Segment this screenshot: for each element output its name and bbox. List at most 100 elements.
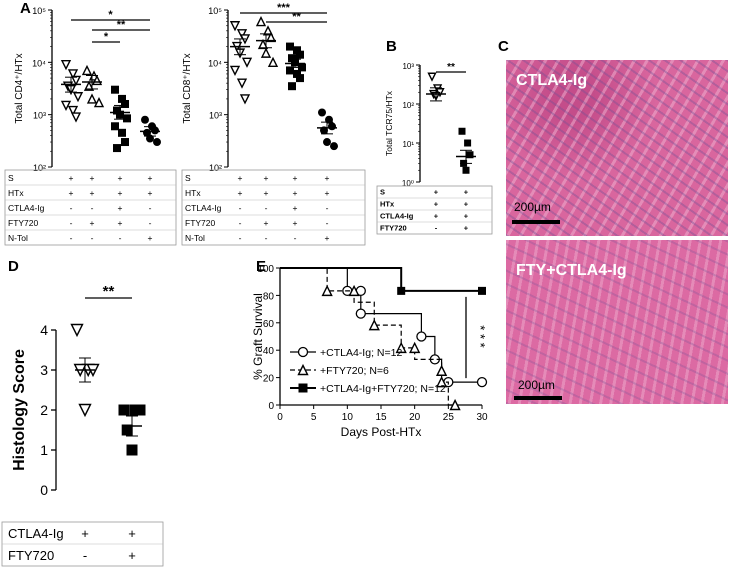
d-table-cell: - xyxy=(83,548,87,563)
d-point xyxy=(134,404,146,416)
a-left-point xyxy=(118,128,126,137)
a-left-condition-table xyxy=(4,169,177,246)
a-right-point xyxy=(330,142,338,151)
d-ytick-label: 1 xyxy=(40,442,48,458)
b-sig-label: ** xyxy=(447,62,455,73)
a-left-table-row-label: N-Tol xyxy=(8,233,28,243)
b-y-label: Total TCR75/HTx xyxy=(384,90,394,156)
e-xtick-label: 5 xyxy=(311,412,317,423)
e-series-point-1 xyxy=(435,364,448,376)
a-right-ytick-label: 10³ xyxy=(209,111,222,121)
a-right-point xyxy=(241,57,253,68)
a-right-point xyxy=(328,122,336,131)
a-left-point xyxy=(113,106,121,115)
a-left-table-cell: + xyxy=(118,188,123,198)
e-series-point-2 xyxy=(397,286,406,295)
e-legend-marker-0 xyxy=(297,346,309,358)
panel-label-b: B xyxy=(386,38,397,55)
a-right-point xyxy=(296,74,304,83)
e-legend-label-1: +FTY720; N=6 xyxy=(320,365,389,377)
e-ytick-label: 100 xyxy=(257,264,274,275)
b-table-row-label: S xyxy=(380,188,385,197)
b-ytick-label: 10¹ xyxy=(402,140,414,149)
a-left-table-cell: - xyxy=(149,218,152,228)
a-left-table-cell: - xyxy=(70,218,73,228)
a-left-sig-label: * xyxy=(104,31,109,43)
a-right-ytick-label: 10⁴ xyxy=(208,58,222,68)
a-right-table-cell: + xyxy=(264,173,269,183)
a-left-ytick-label: 10⁵ xyxy=(32,6,46,16)
a-right-point xyxy=(236,78,248,89)
a-left-point xyxy=(118,94,126,103)
histology-label-fty-ctla4ig: FTY+CTLA4-Ig xyxy=(516,262,627,279)
e-ytick-label: 40 xyxy=(263,346,275,357)
panel-label-e: E xyxy=(256,258,267,275)
a-left-point xyxy=(60,60,72,71)
a-right-point xyxy=(286,42,294,51)
a-left-table-cell: - xyxy=(91,233,94,243)
a-right-table-cell: + xyxy=(238,173,243,183)
b-point xyxy=(458,127,466,135)
e-xtick-label: 0 xyxy=(277,412,283,423)
a-left-table-cell: - xyxy=(70,233,73,243)
b-table-cell: + xyxy=(434,200,439,209)
a-left-point xyxy=(141,115,149,124)
a-left-table-cell: + xyxy=(148,233,153,243)
a-left-point xyxy=(67,69,79,80)
a-left-table-cell: + xyxy=(69,188,74,198)
d-point xyxy=(70,323,84,338)
a-left-point xyxy=(81,64,93,76)
a-right-point xyxy=(286,66,294,75)
b-table-cell: + xyxy=(464,188,469,197)
d-ytick-label: 4 xyxy=(40,322,48,338)
d-table-cell: + xyxy=(81,526,89,541)
e-x-label: Days Post-HTx xyxy=(341,425,422,439)
b-ytick-label: 10² xyxy=(402,101,414,110)
e-legend-marker-2 xyxy=(298,383,308,393)
e-xtick-label: 15 xyxy=(375,412,387,423)
d-point xyxy=(118,404,130,416)
e-series-point-0 xyxy=(416,331,427,342)
e-sig-label: * * * xyxy=(473,325,488,347)
e-series-point-0 xyxy=(476,376,488,388)
a-left-table-row-label: CTLA4-Ig xyxy=(8,203,45,213)
scale-label-1: 200µm xyxy=(514,200,551,214)
a-right-ytick-label: 10² xyxy=(209,163,222,173)
a-right-point xyxy=(267,56,279,68)
a-right-table-cell: - xyxy=(326,218,329,228)
a-left-sig-label: ** xyxy=(117,19,126,31)
histology-label-ctla4ig: CTLA4-Ig xyxy=(516,72,588,89)
a-left-table-cell: + xyxy=(118,218,123,228)
histology-image-ctla4ig: CTLA4-Ig 200µm xyxy=(506,60,728,236)
a-left-table-cell: - xyxy=(70,203,73,213)
a-left-sig-label: * xyxy=(108,9,113,21)
b-ytick-label: 10³ xyxy=(402,62,414,71)
e-legend-label-0: +CTLA4-Ig; N=12 xyxy=(320,347,402,359)
a-right-point xyxy=(260,47,272,58)
a-right-ytick-label: 10⁵ xyxy=(208,6,222,16)
e-series-point-1 xyxy=(449,398,461,411)
d-table-row-label: FTY720 xyxy=(8,548,54,563)
a-right-point xyxy=(236,29,248,40)
panel-label-d: D xyxy=(8,258,19,275)
a-right-point xyxy=(318,108,326,117)
a-left-point xyxy=(70,112,82,123)
d-sig-label: ** xyxy=(103,283,115,300)
a-right-point xyxy=(255,16,267,27)
a-right-table-cell: - xyxy=(294,233,297,243)
a-right-point xyxy=(288,54,296,63)
e-series-point-1 xyxy=(348,284,360,297)
d-ytick-label: 3 xyxy=(40,362,48,378)
a-right-table-cell: + xyxy=(325,233,330,243)
a-right-table-cell: - xyxy=(239,218,242,228)
a-left-table-cell: + xyxy=(148,188,153,198)
a-right-point xyxy=(288,82,296,91)
e-series-point-1 xyxy=(321,284,333,297)
d-table-row-label: CTLA4-Ig xyxy=(8,526,64,541)
a-right-point xyxy=(293,46,301,55)
e-series-line-1 xyxy=(280,267,456,406)
b-point xyxy=(466,151,474,159)
a-right-y-label: Total CD8⁺/HTx xyxy=(182,53,193,123)
d-y-label: Histology Score xyxy=(11,349,28,471)
